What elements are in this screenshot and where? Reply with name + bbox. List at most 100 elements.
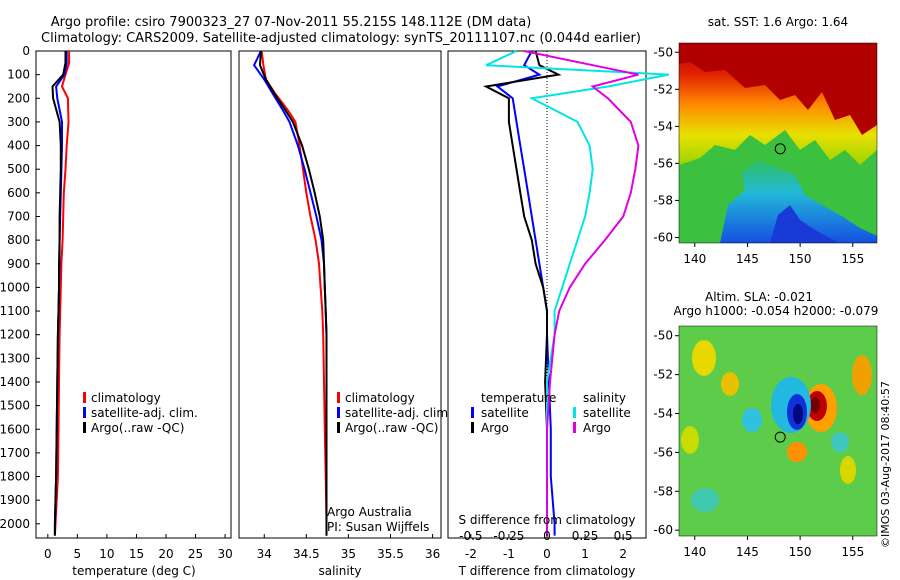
x-tick-label: 10	[99, 547, 114, 561]
salinity-panel: 34 34.5 35 35.5 36 salinity climatology sate…	[238, 50, 452, 578]
sst-hot-region	[679, 43, 877, 135]
sla-yellow-blob	[787, 442, 807, 462]
depth-tick-label: 1200	[0, 328, 30, 342]
depth-tick-label: 1700	[0, 446, 30, 460]
depth-tick-label: 900	[7, 257, 30, 271]
sla-yellow-blob	[840, 456, 856, 484]
salinity-axes-box	[238, 50, 442, 539]
temperature-x-ticks: 0 5 10 15 20 25 30	[44, 534, 233, 561]
argo-location-marker	[774, 431, 786, 443]
x-tick-label: 34.5	[293, 547, 320, 561]
depth-tick-label: 1900	[0, 493, 30, 507]
map-y-tick-label: -60	[653, 230, 673, 244]
series-line-climatology	[53, 51, 71, 536]
difference-x-ticks: -2 -1 0 1 2	[465, 534, 627, 561]
legend-label-climatology: climatology	[91, 391, 161, 405]
series-line-argo	[523, 50, 640, 536]
depth-tick-label: 1100	[0, 304, 30, 318]
sla-deep-blue-core	[793, 404, 803, 424]
s-tick-label: -0.5	[459, 529, 482, 543]
x-tick-label: 34	[257, 547, 272, 561]
legend-label-temp-satellite: satellite	[481, 406, 529, 420]
map-y-tick-label: -56	[653, 156, 673, 170]
sla-map-ticks: 140 145 150 155 -50 -52 -54 -56 -58 -60	[653, 329, 864, 559]
x-tick-label: 20	[158, 547, 173, 561]
s-tick-label: 0.5	[614, 529, 633, 543]
difference-legend: temperature satellite Argo salinity sate…	[471, 391, 631, 435]
legend-label-argo: Argo(..raw -QC)	[345, 421, 438, 435]
salinity-x-ticks: 34 34.5 35 35.5 36	[257, 534, 440, 561]
sla-yellow-blob	[692, 340, 716, 376]
map-y-tick-label: -58	[653, 484, 673, 498]
map-y-tick-label: -50	[653, 45, 673, 59]
sst-map-ticks: 140 145 150 155 -50 -52 -54 -56 -58 -60	[653, 45, 864, 266]
series-line-argo-raw-qc	[258, 50, 328, 536]
legend-swatch-temp-satellite	[471, 407, 474, 418]
figure-title: Argo profile: csiro 7900323_27 07-Nov-20…	[51, 15, 532, 30]
depth-tick-label: 1400	[0, 375, 30, 389]
sla-yellow-blob	[681, 426, 699, 454]
legend-swatch-temp-argo	[471, 422, 474, 433]
map-y-tick-label: -58	[653, 193, 673, 207]
sst-map-title: sat. SST: 1.6 Argo: 1.64	[708, 15, 848, 29]
sla-yellow-blob	[852, 355, 872, 395]
depth-tick-label: 100	[7, 68, 30, 82]
x-tick-label: 15	[129, 547, 144, 561]
legend-label-temp-argo: Argo	[481, 421, 509, 435]
sst-map-panel: sat. SST: 1.6 Argo: 1.64 140 145 150 155 -50…	[653, 15, 878, 266]
salinity-difference-ticks: -0.5 -0.25 0 0.25 0.5	[459, 529, 633, 543]
map-y-tick-label: -54	[653, 119, 673, 133]
map-x-tick-label: 150	[789, 252, 812, 266]
figure-subtitle: Climatology: CARS2009. Satellite-adjuste…	[41, 31, 641, 46]
map-x-tick-label: 155	[841, 545, 864, 559]
x-tick-label: 25	[188, 547, 203, 561]
map-y-tick-label: -52	[653, 368, 673, 382]
x-tick-label: 35.5	[377, 547, 404, 561]
map-x-tick-label: 155	[841, 252, 864, 266]
series-line-argo-raw-qc	[51, 51, 67, 536]
depth-tick-label: 1800	[0, 470, 30, 484]
map-y-tick-label: -56	[653, 445, 673, 459]
x-tick-label: 2	[619, 547, 627, 561]
sst-map-frame	[678, 42, 878, 244]
sla-cyan-blob	[691, 488, 719, 512]
x-tick-label: 0	[44, 547, 52, 561]
depth-tick-label: 200	[7, 91, 30, 105]
legend-title-temperature: temperature	[481, 391, 556, 405]
legend-label-sal-argo: Argo	[583, 421, 611, 435]
x-tick-label: 30	[217, 547, 232, 561]
copyright-stamp: ©IMOS 03-Aug-2017 08:40:57	[879, 381, 892, 548]
series-line-satellite	[495, 50, 556, 536]
legend-label-argo: Argo(..raw -QC)	[91, 421, 184, 435]
map-x-tick-label: 145	[736, 252, 759, 266]
sst-field	[679, 43, 877, 243]
map-x-tick-label: 145	[736, 545, 759, 559]
map-y-tick-label: -52	[653, 82, 673, 96]
map-y-tick-label: -60	[653, 523, 673, 537]
x-tick-label: 36	[425, 547, 440, 561]
sla-map-subtitle: Argo h1000: -0.054 h2000: -0.079	[674, 304, 879, 318]
sla-red-core	[810, 397, 820, 413]
sla-cyan-blob	[831, 432, 849, 452]
t-difference-label: T difference from climatology	[458, 564, 636, 578]
salinity-xlabel: salinity	[318, 564, 361, 578]
map-x-tick-label: 150	[789, 545, 812, 559]
x-tick-label: 5	[74, 547, 82, 561]
legend-swatch-argo	[337, 422, 340, 433]
depth-tick-label: 1000	[0, 280, 30, 294]
depth-tick-label: 800	[7, 233, 30, 247]
sst-cold-region	[720, 160, 877, 243]
temperature-series	[51, 51, 71, 536]
legend-label-climatology: climatology	[345, 391, 415, 405]
credit-line-2: PI: Susan Wijffels	[327, 520, 429, 534]
depth-tick-label: 0	[22, 44, 30, 58]
sla-field	[681, 340, 872, 512]
depth-tick-label: 1600	[0, 422, 30, 436]
x-tick-label: -2	[465, 547, 477, 561]
x-tick-label: 0	[543, 547, 551, 561]
s-tick-label: 0.25	[572, 529, 599, 543]
legend-swatch-argo	[83, 422, 86, 433]
temperature-axes-box	[35, 50, 232, 539]
legend-swatch-climatology	[337, 392, 340, 403]
map-x-tick-label: 140	[683, 545, 706, 559]
